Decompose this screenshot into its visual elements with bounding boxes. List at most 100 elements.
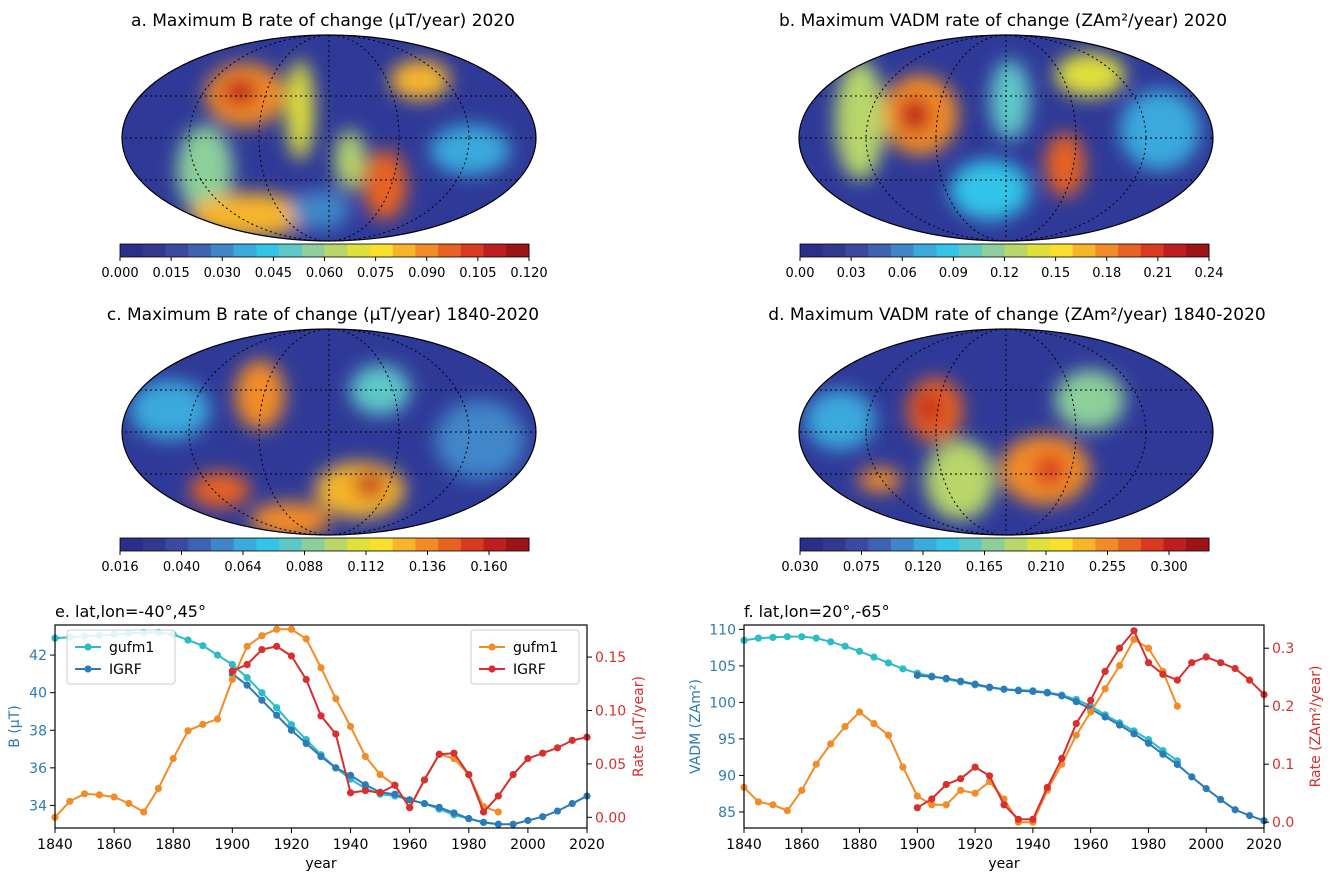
x-tick-label: 1880 — [155, 837, 191, 853]
colorbar-swatch — [460, 244, 485, 257]
data-point — [287, 625, 296, 633]
colorbar-swatch — [506, 538, 530, 551]
data-point — [287, 726, 296, 734]
colorbar-swatch — [369, 244, 394, 257]
data-point — [213, 651, 222, 659]
colorbar-swatch — [822, 244, 846, 257]
y-right-tick-label: 0.00 — [595, 810, 626, 826]
colorbar-swatch — [1095, 538, 1119, 551]
colorbar-a: 0.000 0.015 0.030 0.045 0.060 0.075 0.090 0.105… — [101, 243, 548, 281]
colorbar-swatch — [868, 244, 892, 257]
colorbar-swatch — [936, 244, 960, 257]
data-point — [1115, 644, 1124, 652]
data-point — [1058, 692, 1066, 700]
colorbar-swatch — [460, 538, 485, 551]
colorbar-tick-label: 0.120 — [510, 266, 547, 281]
data-point — [568, 736, 576, 744]
data-point — [154, 784, 163, 793]
data-point — [539, 749, 547, 757]
x-tick-label: 1880 — [842, 837, 878, 853]
colorbar-b: 0.00 0.03 0.06 0.09 0.12 0.15 0.18 0.21 0.24 — [786, 243, 1224, 281]
colorbar-swatch — [392, 538, 416, 551]
colorbar-swatch — [1072, 538, 1096, 551]
colorbar-swatch — [868, 538, 892, 551]
data-point — [1144, 659, 1153, 667]
y-right-tick-label: 0.1 — [1272, 757, 1294, 773]
data-point — [258, 696, 266, 704]
map-title-c: c. Maximum B rate of change (μT/year) 18… — [107, 305, 539, 325]
data-point — [1173, 702, 1181, 710]
y-left-tick-label: 110 — [709, 622, 736, 638]
x-tick-label: 2000 — [510, 837, 546, 853]
chart-title: e. lat,lon=-40°,45° — [55, 602, 206, 621]
data-point — [928, 801, 936, 809]
data-point — [273, 642, 281, 650]
legend-entry: gufm1 — [513, 640, 558, 656]
data-point — [258, 632, 266, 640]
data-point — [346, 722, 355, 731]
colorbar-tick-label: 0.088 — [286, 560, 323, 575]
data-point — [346, 771, 355, 779]
data-point — [199, 642, 207, 650]
data-point — [258, 689, 266, 697]
data-point — [524, 754, 532, 763]
data-point — [1072, 720, 1080, 728]
data-point — [287, 721, 296, 729]
data-point — [1173, 676, 1181, 684]
data-point — [928, 673, 936, 681]
data-point — [971, 763, 979, 771]
data-point — [1058, 754, 1066, 763]
data-point — [971, 680, 979, 688]
chart-e: e. lat,lon=-40°,45° 1840 1860 1880 1900 1920 1… — [7, 602, 647, 872]
colorbars: 0.000 0.015 0.030 0.045 0.060 0.075 0.090 0.105… — [101, 243, 1224, 575]
y-right-tick-label: 0.3 — [1272, 641, 1294, 657]
data-point — [302, 675, 310, 684]
data-point — [465, 815, 473, 823]
data-point — [273, 704, 281, 712]
x-tick-label: 1860 — [784, 837, 820, 853]
x-tick-label: 1900 — [900, 837, 936, 853]
x-tick-label: 2000 — [1188, 837, 1224, 853]
y-left-tick-label: 36 — [29, 761, 47, 777]
colorbar-tick-label: 0.165 — [966, 560, 1003, 575]
data-point — [884, 659, 893, 667]
data-point — [273, 711, 281, 719]
data-point — [450, 809, 458, 817]
colorbar-swatch — [324, 538, 348, 551]
colorbar-swatch — [165, 538, 189, 551]
y-left-tick-label: 95 — [718, 732, 736, 748]
colorbar-swatch — [959, 244, 983, 257]
data-point — [957, 775, 965, 783]
data-point — [913, 671, 921, 679]
data-point — [1217, 659, 1225, 667]
x-tick-label: 1900 — [215, 837, 251, 853]
colorbar-swatch — [210, 244, 235, 257]
data-point — [213, 715, 222, 723]
colorbar-swatch — [845, 538, 869, 551]
data-point — [228, 660, 236, 669]
data-point — [95, 791, 103, 799]
x-tick-label: 2020 — [1246, 837, 1282, 853]
x-tick-label: 1940 — [333, 837, 369, 853]
data-point — [273, 625, 281, 633]
x-tick-label: 1920 — [274, 837, 310, 853]
data-point — [1245, 676, 1254, 684]
data-point — [184, 636, 192, 644]
colorbar-tick-label: 0.24 — [1195, 266, 1224, 281]
colorbar-tick-label: 0.210 — [1027, 560, 1064, 575]
data-point — [769, 633, 777, 642]
data-point — [361, 787, 369, 795]
legend-right: gufm1 IGRF — [470, 629, 580, 685]
data-point — [1072, 698, 1080, 706]
data-point — [258, 645, 266, 654]
x-tick-label: 1940 — [1015, 837, 1051, 853]
data-point — [479, 808, 488, 816]
y-left-tick-label: 42 — [29, 648, 47, 664]
data-point — [1101, 713, 1109, 721]
legend-box — [66, 629, 176, 685]
data-point — [169, 754, 177, 763]
colorbar-tick-label: 0.000 — [101, 266, 138, 281]
data-point — [568, 799, 576, 808]
data-point — [899, 763, 907, 771]
